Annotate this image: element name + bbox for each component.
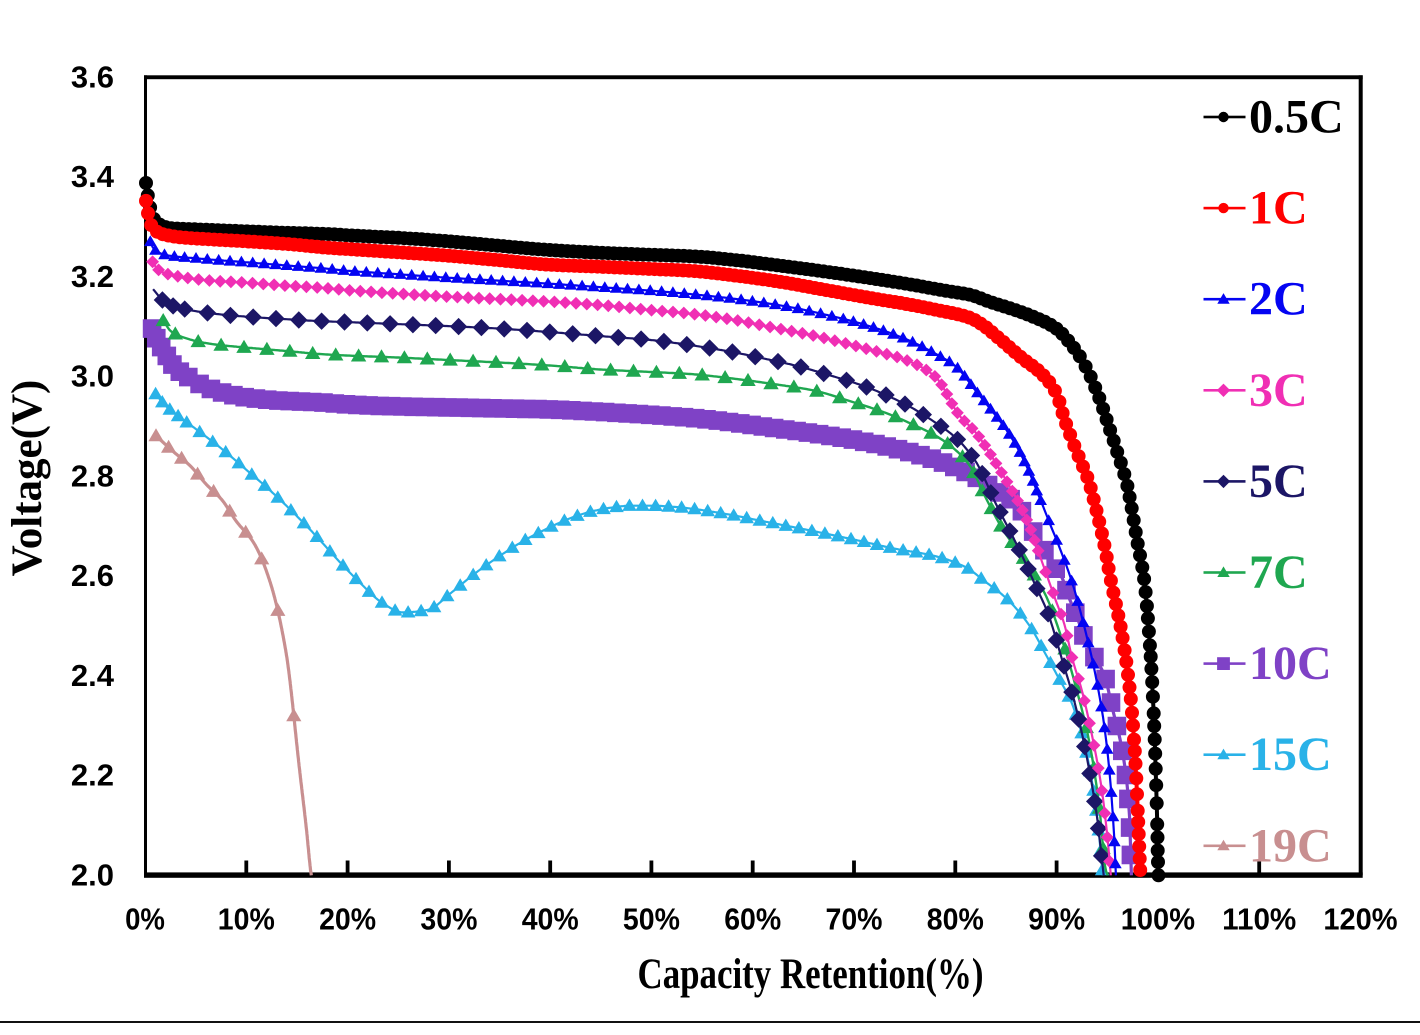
svg-text:0.5C: 0.5C xyxy=(1249,91,1344,144)
svg-text:0%: 0% xyxy=(125,902,165,937)
svg-text:50%: 50% xyxy=(623,902,680,937)
svg-text:60%: 60% xyxy=(724,902,781,937)
svg-text:2.6: 2.6 xyxy=(71,558,114,593)
svg-text:7C: 7C xyxy=(1249,546,1308,599)
svg-text:30%: 30% xyxy=(420,902,477,937)
svg-text:1C: 1C xyxy=(1249,182,1308,235)
svg-text:110%: 110% xyxy=(1222,902,1296,937)
svg-text:19C: 19C xyxy=(1249,819,1332,872)
svg-text:2.2: 2.2 xyxy=(71,758,114,793)
svg-text:70%: 70% xyxy=(826,902,883,937)
svg-text:Capacity Retention(%): Capacity Retention(%) xyxy=(638,951,984,998)
svg-text:20%: 20% xyxy=(319,902,376,937)
svg-text:100%: 100% xyxy=(1121,902,1195,937)
svg-text:40%: 40% xyxy=(522,902,579,937)
svg-text:10%: 10% xyxy=(218,902,275,937)
svg-text:2.0: 2.0 xyxy=(71,858,114,893)
svg-text:2.8: 2.8 xyxy=(71,459,114,494)
svg-text:3C: 3C xyxy=(1249,364,1308,417)
svg-text:2.4: 2.4 xyxy=(71,658,115,693)
svg-text:80%: 80% xyxy=(927,902,984,937)
svg-text:120%: 120% xyxy=(1323,902,1397,937)
svg-text:90%: 90% xyxy=(1028,902,1085,937)
svg-text:15C: 15C xyxy=(1249,728,1332,781)
svg-text:3.4: 3.4 xyxy=(71,159,115,194)
svg-text:2C: 2C xyxy=(1249,273,1308,326)
svg-text:3.6: 3.6 xyxy=(71,59,114,94)
svg-text:5C: 5C xyxy=(1249,455,1308,508)
svg-text:3.0: 3.0 xyxy=(71,359,114,394)
svg-text:10C: 10C xyxy=(1249,637,1332,690)
svg-text:3.2: 3.2 xyxy=(71,259,114,294)
svg-text:Voltage(V): Voltage(V) xyxy=(4,380,51,577)
